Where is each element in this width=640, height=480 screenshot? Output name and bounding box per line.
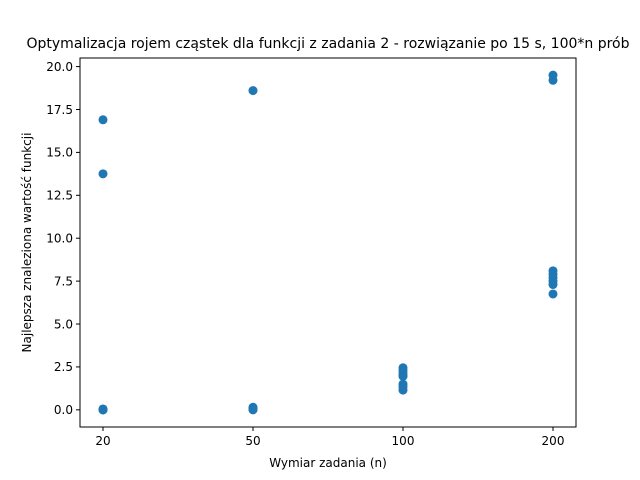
y-tick-label-1: 2.5 [54, 360, 73, 374]
data-point-1 [98, 169, 108, 179]
x-axis-ticks: 20 50 100 200 [95, 427, 564, 448]
x-tick-label-1: 50 [245, 434, 260, 448]
y-tick-label-5: 12.5 [46, 189, 73, 203]
data-point-28 [548, 289, 558, 299]
y-tick-label-0: 0.0 [54, 403, 73, 417]
x-axis-label: Wymiar zadania (n) [269, 456, 387, 470]
data-point-17 [398, 371, 408, 381]
y-axis-label: Najlepsza znaleziona wartość funkcji [20, 133, 34, 353]
x-tick-label-2: 100 [392, 434, 415, 448]
y-tick-label-6: 15.0 [46, 146, 73, 160]
data-point-7 [248, 86, 258, 96]
data-point-27 [548, 280, 558, 290]
data-point-12 [248, 405, 258, 415]
y-tick-label-8: 20.0 [46, 60, 73, 74]
data-point-22 [548, 75, 558, 85]
x-tick-label-0: 20 [95, 434, 110, 448]
points-layer [98, 70, 558, 415]
y-tick-label-4: 10.0 [46, 232, 73, 246]
data-point-20 [398, 385, 408, 395]
y-tick-label-7: 17.5 [46, 103, 73, 117]
y-tick-label-2: 5.0 [54, 317, 73, 331]
plot-frame [79, 57, 577, 428]
data-point-6 [98, 405, 108, 415]
chart-title: Optymalizacja rojem cząstek dla funkcji … [27, 36, 630, 52]
y-axis-ticks: 0.0 2.5 5.0 7.5 10.0 12.5 15.0 17.5 20.0 [46, 60, 80, 417]
y-tick-label-3: 7.5 [54, 274, 73, 288]
data-point-0 [98, 115, 108, 125]
x-tick-label-3: 200 [542, 434, 565, 448]
